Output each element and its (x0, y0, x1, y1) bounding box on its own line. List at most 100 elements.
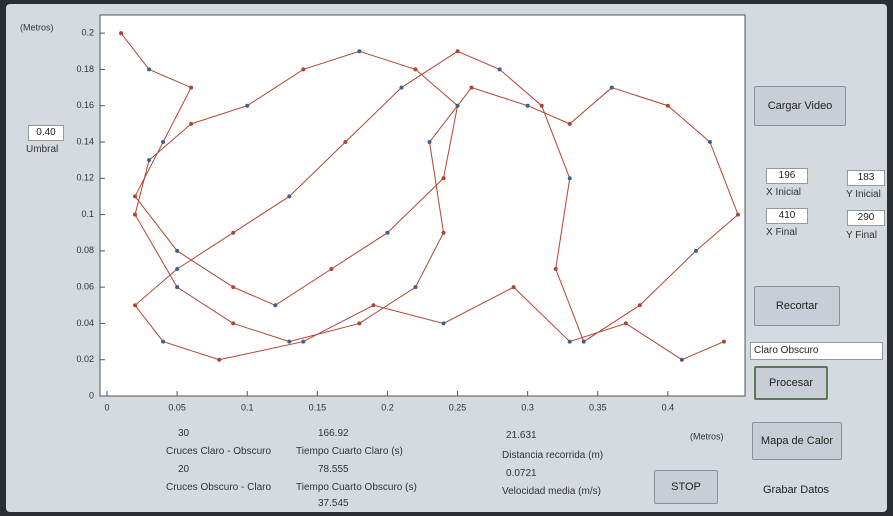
trajectory-point (540, 104, 544, 108)
field-label: Tiempo Cuarto Claro (s) (296, 446, 403, 457)
trajectory-point (231, 321, 235, 325)
trajectory-point (624, 321, 628, 325)
trajectory-point (722, 340, 726, 344)
trajectory-point (175, 267, 179, 271)
x-final-label: X Final (766, 227, 797, 238)
trajectory-point (217, 358, 221, 362)
y-final-input[interactable]: 290 (847, 210, 885, 226)
trajectory-point (442, 176, 446, 180)
trajectory-point (442, 231, 446, 235)
trajectory-point (175, 249, 179, 253)
value-text: 0.0721 (506, 468, 537, 479)
x-tick-label: 0.4 (662, 402, 675, 412)
y-tick-label: 0.08 (76, 245, 94, 255)
x-initial-label: X Inicial (766, 187, 801, 198)
stop-button[interactable]: STOP (654, 470, 718, 504)
trajectory-point (273, 303, 277, 307)
trajectory-point (371, 303, 375, 307)
x-tick-label: 0 (105, 402, 110, 412)
trajectory-point (568, 340, 572, 344)
umbral-label: Umbral (26, 144, 58, 155)
trajectory-point (147, 158, 151, 162)
trajectory-point (666, 104, 670, 108)
trajectory-point (512, 285, 516, 289)
y-tick-label: 0.12 (76, 173, 94, 183)
trajectory-point (736, 213, 740, 217)
value-text: 30 (178, 428, 189, 439)
trajectory-point (568, 176, 572, 180)
x-initial-input[interactable]: 196 (766, 168, 808, 184)
x-tick-label: 0.1 (241, 402, 254, 412)
trajectory-point (582, 340, 586, 344)
y-tick-label: 0.16 (76, 100, 94, 110)
trajectory-point (456, 104, 460, 108)
load-video-button[interactable]: Cargar Video (754, 86, 846, 126)
field-label: Distancia recorrida (m) (502, 450, 603, 461)
y-initial-input[interactable]: 183 (847, 170, 885, 186)
y-tick-label: 0.1 (81, 209, 94, 219)
trajectory-point (343, 140, 347, 144)
x-axis-label: (Metros) (690, 431, 724, 441)
umbral-input[interactable]: 0.40 (28, 125, 64, 141)
field-label: Cruces Claro - Obscuro (166, 446, 271, 457)
app-window: (Metros) (Metros) 0 0.02 0.04 0.06 0.08 0.1 0.… (6, 4, 887, 512)
trajectory-point (189, 86, 193, 90)
y-axis-label: (Metros) (20, 22, 54, 32)
trajectory-point (456, 49, 460, 53)
trajectory-point (133, 194, 137, 198)
trajectory-point (568, 122, 572, 126)
heatmap-button[interactable]: Mapa de Calor (752, 422, 842, 460)
trajectory-point (133, 213, 137, 217)
y-tick-label: 0.02 (76, 354, 94, 364)
trajectory-point (442, 321, 446, 325)
trajectory-point (231, 231, 235, 235)
trajectory-point (231, 285, 235, 289)
trajectory-point (175, 285, 179, 289)
trajectory-point (357, 321, 361, 325)
y-tick-label: 0.04 (76, 318, 94, 328)
mode-select[interactable]: Claro Obscuro (750, 342, 883, 360)
trajectory-point (119, 31, 123, 35)
x-final-input[interactable]: 410 (766, 208, 808, 224)
trajectory-point (526, 104, 530, 108)
field-label: Tiempo Cuarto Obscuro (s) (296, 482, 417, 493)
trajectory-point (147, 67, 151, 71)
y-tick-label: 0.06 (76, 282, 94, 292)
value-text: 37.545 (318, 498, 349, 509)
trajectory-point (399, 86, 403, 90)
trajectory-point (498, 67, 502, 71)
value-text: 166.92 (318, 428, 349, 439)
trajectory-point (161, 140, 165, 144)
trajectory-point (245, 104, 249, 108)
x-tick-label: 0.2 (381, 402, 394, 412)
trajectory-point (189, 122, 193, 126)
x-tick-label: 0.3 (521, 402, 534, 412)
trajectory-point (610, 86, 614, 90)
trajectory-point (329, 267, 333, 271)
value-text: 21.631 (506, 430, 537, 441)
x-tick-label: 0.15 (309, 402, 327, 412)
trajectory-point (161, 340, 165, 344)
crop-button[interactable]: Recortar (754, 286, 840, 326)
trajectory-point (554, 267, 558, 271)
trajectory-point (694, 249, 698, 253)
trajectory-point (470, 86, 474, 90)
x-tick-label: 0.35 (589, 402, 607, 412)
plot-area (100, 15, 745, 396)
trajectory-point (680, 358, 684, 362)
field-label: Cruces Obscuro - Claro (166, 482, 271, 493)
x-tick-label: 0.25 (449, 402, 467, 412)
process-button[interactable]: Procesar (754, 366, 828, 400)
trajectory-point (133, 303, 137, 307)
trajectory-point (357, 49, 361, 53)
y-tick-label: 0 (89, 390, 94, 400)
trajectory-point (287, 340, 291, 344)
trajectory-point (301, 340, 305, 344)
trajectory-point (413, 67, 417, 71)
save-button[interactable]: Grabar Datos (752, 474, 840, 506)
trajectory-point (428, 140, 432, 144)
trajectory-point (301, 67, 305, 71)
value-text: 20 (178, 464, 189, 475)
x-tick-label: 0.05 (168, 402, 186, 412)
y-tick-label: 0.18 (76, 64, 94, 74)
